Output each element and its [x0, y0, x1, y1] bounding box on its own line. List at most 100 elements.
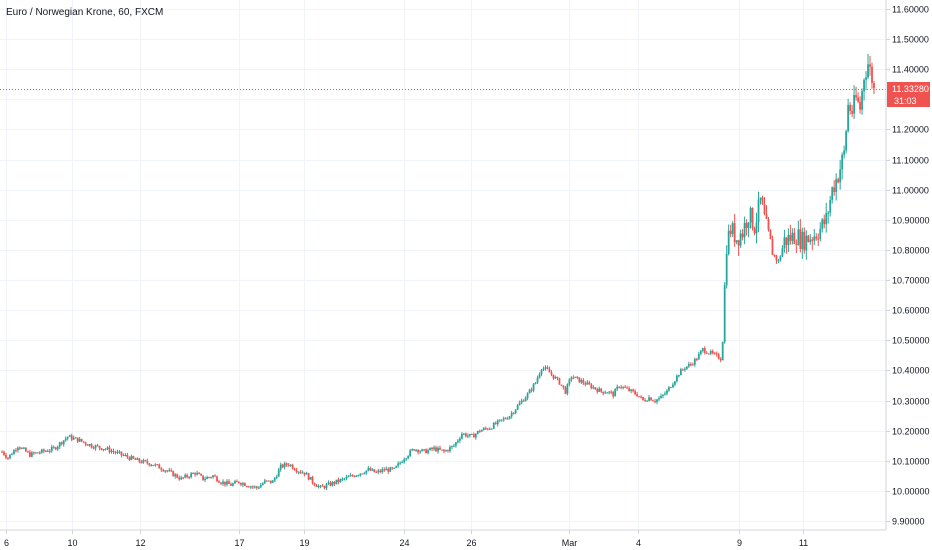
candle-body: [134, 458, 137, 460]
candle-body: [391, 467, 394, 469]
candle-body: [787, 234, 790, 245]
candle-body: [771, 239, 774, 255]
candle-body: [638, 396, 640, 398]
candle-body: [861, 91, 863, 110]
y-tick-label: 11.60000: [892, 5, 929, 15]
candle-body: [204, 478, 206, 481]
candle-body: [596, 389, 599, 392]
candle-body: [791, 232, 794, 241]
candle-body: [136, 458, 139, 460]
candle-body: [190, 473, 193, 478]
candle-body: [17, 447, 19, 451]
candle-body: [775, 255, 778, 261]
candle-body: [777, 260, 780, 262]
candle-body: [443, 449, 445, 452]
candle-body: [240, 483, 242, 485]
candle-body: [741, 233, 744, 238]
x-tick-label: 26: [466, 538, 476, 548]
y-tick-label: 10.10000: [892, 457, 930, 467]
candle-body: [560, 384, 563, 386]
candle-body: [536, 377, 539, 383]
candle-body: [379, 470, 382, 472]
candle-body: [739, 233, 742, 246]
candle-body: [311, 477, 314, 484]
candle-body: [74, 437, 77, 439]
grid: [0, 0, 886, 530]
candle-body: [130, 456, 133, 460]
candle-body: [267, 480, 270, 482]
candle-body: [484, 428, 487, 430]
candle-body: [799, 229, 802, 250]
candle-body: [60, 442, 63, 445]
time-axis[interactable]: 6 10 12 17 19 24 26 Mar 4 9 11: [4, 530, 808, 548]
candle-body: [584, 383, 587, 385]
candle-body: [628, 388, 631, 392]
plot-area[interactable]: [0, 0, 886, 530]
candle-body: [431, 447, 433, 450]
candle-body: [102, 449, 105, 451]
candle-body: [445, 450, 447, 452]
candle-body: [677, 375, 680, 377]
candle-body: [855, 95, 857, 98]
candle-body: [299, 471, 302, 473]
candle-body: [737, 240, 740, 246]
candle-body: [496, 420, 499, 425]
candle-body: [574, 376, 577, 378]
candle-body: [26, 451, 29, 453]
candle-body: [301, 472, 304, 474]
x-tick-label: 11: [799, 538, 808, 548]
candle-body: [514, 409, 517, 414]
candle-body: [337, 479, 340, 482]
candle-body: [82, 441, 85, 443]
candle-body: [600, 388, 603, 392]
candle-body: [568, 379, 571, 385]
candle-body: [504, 418, 507, 420]
x-tick-label: 10: [67, 538, 77, 548]
candle-body: [592, 387, 595, 389]
candle-body: [353, 475, 356, 477]
candle-body: [399, 462, 402, 464]
candle-body: [116, 451, 119, 453]
candle-body: [279, 464, 282, 470]
candle-body: [773, 254, 776, 256]
candle-body: [1, 451, 3, 453]
candle-body: [576, 376, 579, 378]
candle-body: [508, 416, 511, 419]
candle-body: [164, 470, 167, 472]
candle-body: [50, 446, 53, 451]
candle-body: [188, 477, 191, 479]
x-tick-label: 17: [234, 538, 244, 548]
candle-body: [261, 483, 264, 486]
candle-body: [482, 428, 485, 431]
candle-body: [829, 199, 832, 213]
candle-body: [743, 222, 746, 238]
candle-body: [401, 462, 404, 464]
candle-body: [761, 197, 764, 205]
candle-body: [705, 352, 708, 354]
candle-body: [735, 240, 738, 243]
countdown-badge: [887, 95, 930, 107]
candle-body: [701, 348, 704, 351]
candle-body: [9, 454, 11, 459]
candle-body: [755, 222, 758, 234]
candle-body: [140, 461, 143, 463]
candle-body: [666, 390, 668, 394]
candle-body: [451, 445, 453, 448]
candle-body: [186, 474, 189, 478]
candle-body: [375, 472, 378, 474]
candle-body: [492, 422, 495, 429]
candle-body: [781, 248, 784, 257]
candle-body: [636, 394, 638, 397]
candle-body: [192, 473, 195, 475]
candle-body: [303, 472, 306, 475]
candle-body: [516, 405, 519, 410]
y-tick-label: 10.60000: [892, 306, 930, 316]
candle-body: [433, 447, 435, 450]
candle-body: [226, 481, 228, 485]
last-price-badge: [887, 82, 930, 95]
candle-body: [178, 477, 181, 480]
candle-body: [685, 366, 688, 369]
candle-body: [289, 464, 292, 466]
